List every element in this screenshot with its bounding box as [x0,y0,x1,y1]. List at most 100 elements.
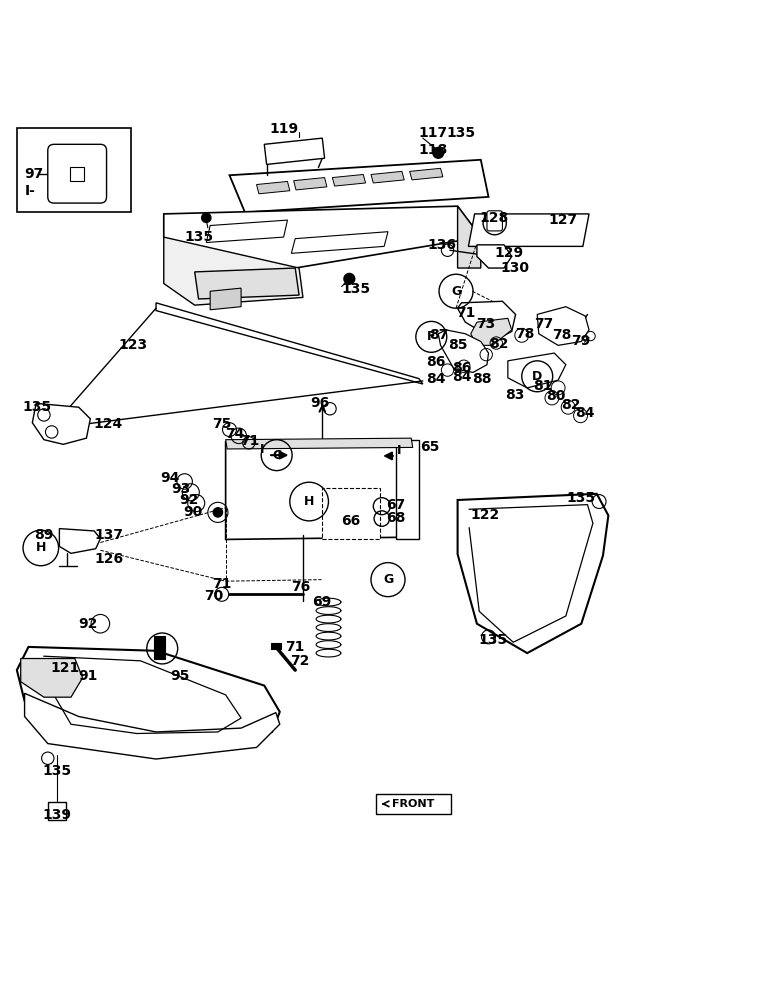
Text: 66: 66 [341,514,361,528]
Text: 87: 87 [429,328,449,342]
Text: 88: 88 [472,372,491,386]
Circle shape [42,752,54,764]
Text: FRONT: FRONT [393,799,435,809]
Text: H: H [36,541,46,554]
Polygon shape [458,494,608,653]
Text: G: G [383,573,393,586]
Polygon shape [257,181,289,194]
Text: 78: 78 [553,328,572,342]
Polygon shape [226,438,413,449]
Text: H: H [304,495,314,508]
Circle shape [202,213,211,222]
Text: 77: 77 [534,317,553,331]
Text: 124: 124 [93,417,123,431]
Text: 84: 84 [426,372,445,386]
Polygon shape [25,693,280,759]
Polygon shape [471,318,511,345]
Polygon shape [371,171,404,183]
Polygon shape [230,160,489,212]
Text: 126: 126 [94,552,123,566]
Text: I: I [260,443,265,456]
Text: 84: 84 [575,406,594,420]
Polygon shape [469,214,589,246]
Text: F: F [427,330,435,343]
Text: 70: 70 [204,589,223,603]
Text: D: D [532,370,542,383]
Text: 97: 97 [25,167,43,181]
Text: 68: 68 [386,511,405,525]
Text: 74: 74 [225,427,244,441]
Text: 67: 67 [386,498,405,512]
Text: 121: 121 [50,661,79,675]
FancyBboxPatch shape [272,643,280,649]
Text: 69: 69 [312,595,331,609]
Text: 130: 130 [501,261,529,275]
Text: 135: 135 [341,282,371,296]
Polygon shape [458,206,481,268]
Text: 86: 86 [452,361,471,375]
Polygon shape [458,301,515,338]
Text: I: I [397,444,402,457]
Polygon shape [60,529,100,553]
Text: I-: I- [25,184,36,198]
Text: 93: 93 [171,482,190,496]
Text: 79: 79 [571,334,591,348]
Polygon shape [210,288,241,310]
Text: 117: 117 [419,126,448,140]
Text: 89: 89 [34,528,54,542]
Text: 136: 136 [428,238,456,252]
Text: 119: 119 [269,122,298,136]
Polygon shape [33,403,90,444]
Text: 94: 94 [161,471,179,485]
Text: 127: 127 [548,213,577,227]
Text: 82: 82 [489,337,508,351]
Polygon shape [226,440,415,539]
Text: 71: 71 [456,306,476,320]
Text: 82: 82 [562,398,581,412]
Text: C: C [272,449,281,462]
Text: 92: 92 [78,617,98,631]
Circle shape [344,273,355,284]
Text: 65: 65 [421,440,440,454]
Polygon shape [537,307,589,345]
Polygon shape [265,138,324,164]
Polygon shape [291,232,388,253]
Polygon shape [164,206,481,272]
Text: 71: 71 [285,640,304,654]
Polygon shape [17,647,280,746]
Text: 96: 96 [310,396,330,410]
Text: 72: 72 [290,654,310,668]
Text: 129: 129 [495,246,524,260]
Text: 81: 81 [533,379,553,393]
Text: 90: 90 [183,505,203,519]
Text: 83: 83 [505,388,525,402]
Polygon shape [164,237,303,305]
Text: 135: 135 [23,400,51,414]
Text: 85: 85 [448,338,467,352]
Text: 71: 71 [240,434,259,448]
Text: 122: 122 [470,508,499,522]
Circle shape [433,147,444,158]
Text: 135: 135 [479,633,508,647]
Text: 71: 71 [212,577,231,591]
Polygon shape [438,330,489,372]
Text: 73: 73 [476,317,495,331]
Text: 92: 92 [179,493,199,507]
Text: G: G [451,285,461,298]
Circle shape [213,508,223,517]
FancyBboxPatch shape [17,128,131,212]
Text: 80: 80 [546,389,566,403]
Polygon shape [410,168,443,180]
Text: 75: 75 [212,417,231,431]
Polygon shape [195,268,299,299]
Text: 76: 76 [291,580,310,594]
Text: 118: 118 [419,143,449,157]
Text: 139: 139 [43,808,71,822]
FancyBboxPatch shape [487,211,502,231]
Text: 78: 78 [515,327,535,341]
Circle shape [215,587,229,601]
Text: 95: 95 [170,669,189,683]
Polygon shape [293,178,327,190]
Text: 135: 135 [184,230,213,244]
Text: F: F [158,642,167,655]
